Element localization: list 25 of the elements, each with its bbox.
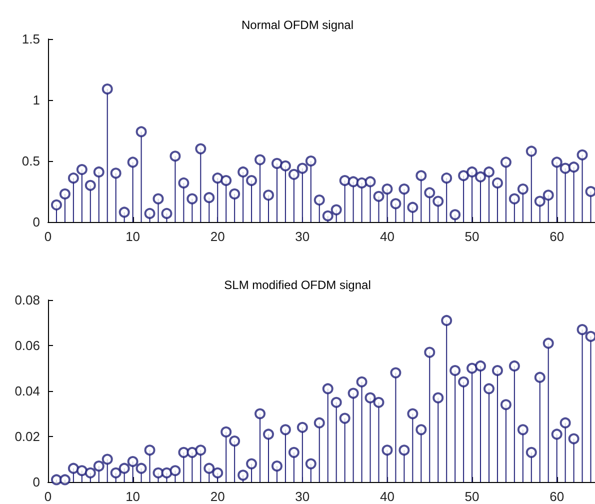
y-tick-label: 0: [32, 474, 40, 490]
y-tick-label: 1: [32, 92, 40, 108]
y-tick-label: 0: [32, 214, 40, 230]
y-tick-label: 0.5: [22, 154, 40, 168]
x-tick-label: 40: [380, 489, 394, 504]
x-tick-label: 0: [44, 489, 52, 504]
x-tick-label: 10: [126, 489, 140, 504]
x-tick-label: 20: [210, 489, 225, 504]
x-tick-label: 20: [210, 229, 225, 244]
y-tick-label: 0.08: [14, 292, 40, 308]
x-tick-label: 0: [44, 229, 52, 244]
chart-title: SLM modified OFDM signal: [224, 278, 371, 292]
y-tick-label: 1.5: [22, 32, 40, 46]
y-tick-label: 0.02: [14, 429, 40, 444]
x-tick-label: 30: [295, 489, 310, 504]
y-tick-label: 0.06: [14, 338, 40, 353]
x-tick-label: 60: [550, 489, 564, 504]
x-tick-label: 30: [295, 229, 310, 244]
chart-title: Normal OFDM signal: [241, 18, 354, 32]
x-tick-label: 50: [464, 489, 480, 504]
y-tick-label: 0.04: [14, 384, 40, 398]
x-tick-label: 40: [380, 229, 394, 244]
x-tick-label: 60: [550, 229, 564, 244]
x-tick-label: 50: [464, 229, 480, 244]
x-tick-label: 10: [126, 229, 140, 244]
